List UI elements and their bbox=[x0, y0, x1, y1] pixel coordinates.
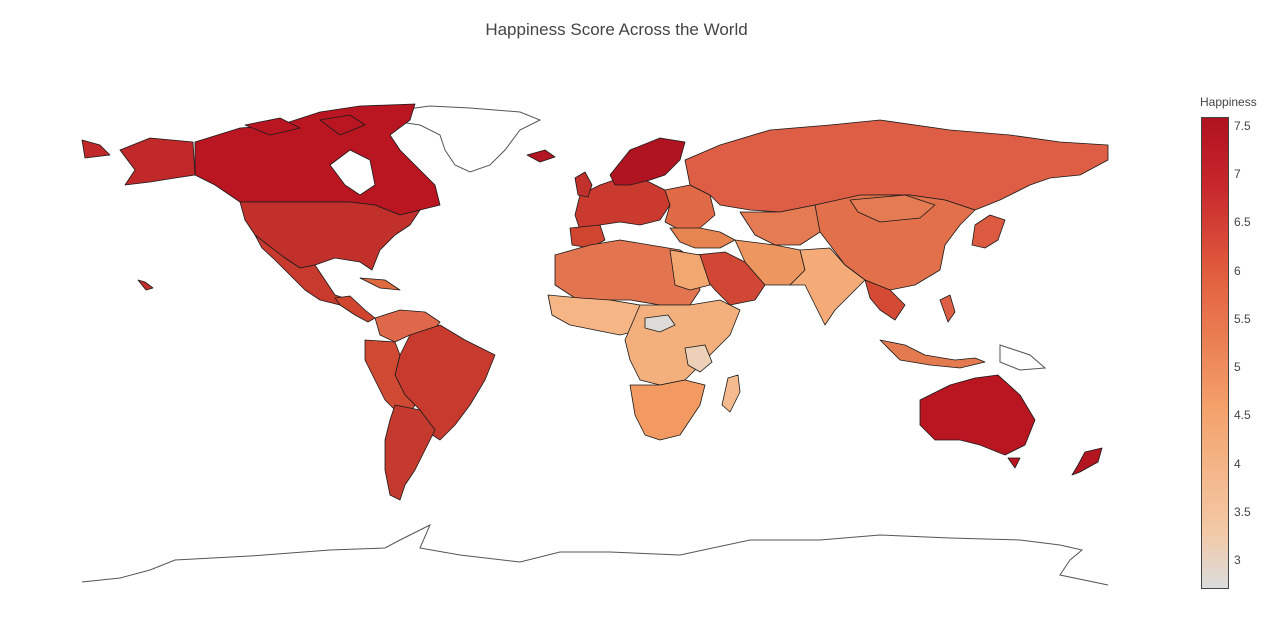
region-australia[interactable] bbox=[919, 374, 1036, 456]
region-hawaii[interactable] bbox=[137, 279, 154, 291]
region-caribbean[interactable] bbox=[359, 277, 401, 291]
region-new-zealand[interactable] bbox=[1071, 447, 1103, 476]
region-central-africa[interactable] bbox=[624, 299, 741, 386]
region-scandinavia[interactable] bbox=[609, 137, 686, 186]
region-canada[interactable] bbox=[194, 103, 441, 216]
region-papua-new-guinea[interactable] bbox=[999, 344, 1047, 371]
colorbar-tick: 7 bbox=[1234, 167, 1241, 181]
region-philippines[interactable] bbox=[939, 294, 956, 323]
hudson-bay bbox=[329, 149, 376, 196]
colorbar-tick: 3 bbox=[1234, 553, 1241, 567]
region-southeast-asia[interactable] bbox=[864, 279, 906, 321]
region-usa[interactable] bbox=[239, 201, 421, 271]
colorbar-tick: 4.5 bbox=[1234, 408, 1251, 422]
region-iceland[interactable] bbox=[526, 149, 556, 163]
region-russia[interactable] bbox=[684, 119, 1109, 213]
region-india[interactable] bbox=[789, 247, 866, 326]
region-turkey[interactable] bbox=[669, 227, 736, 249]
region-indonesia[interactable] bbox=[879, 339, 986, 369]
region-argentina-chile[interactable] bbox=[384, 404, 436, 501]
region-egypt[interactable] bbox=[669, 249, 711, 291]
colorbar-tick: 7.5 bbox=[1234, 119, 1251, 133]
region-greenland[interactable] bbox=[383, 105, 542, 173]
colorbar-tick: 5 bbox=[1234, 360, 1241, 374]
region-uk[interactable] bbox=[574, 171, 593, 198]
region-japan[interactable] bbox=[971, 214, 1006, 249]
colorbar bbox=[1201, 117, 1229, 589]
colorbar-tick: 6 bbox=[1234, 264, 1241, 278]
region-southern-africa[interactable] bbox=[629, 379, 706, 441]
colorbar-tick: 4 bbox=[1234, 457, 1241, 471]
region-china[interactable] bbox=[814, 194, 976, 291]
region-tasmania[interactable] bbox=[1007, 457, 1021, 469]
colorbar-tick: 6.5 bbox=[1234, 215, 1251, 229]
colorbar-tick: 3.5 bbox=[1234, 505, 1251, 519]
region-madagascar[interactable] bbox=[721, 374, 741, 413]
chart-title: Happiness Score Across the World bbox=[485, 20, 748, 39]
region-mongolia[interactable] bbox=[849, 194, 936, 223]
region-alaska[interactable] bbox=[119, 137, 196, 186]
region-alaska-west[interactable] bbox=[81, 139, 111, 159]
region-west-africa[interactable] bbox=[547, 294, 641, 336]
colorbar-tick: 5.5 bbox=[1234, 312, 1251, 326]
region-central-african-republic[interactable] bbox=[644, 314, 676, 333]
region-canada-islands[interactable] bbox=[244, 114, 366, 136]
region-antarctica[interactable] bbox=[81, 523, 1109, 586]
colorbar-title: Happiness bbox=[1200, 95, 1257, 109]
region-tanzania[interactable] bbox=[684, 344, 713, 373]
region-central-america[interactable] bbox=[334, 295, 376, 323]
region-andes[interactable] bbox=[364, 339, 416, 421]
